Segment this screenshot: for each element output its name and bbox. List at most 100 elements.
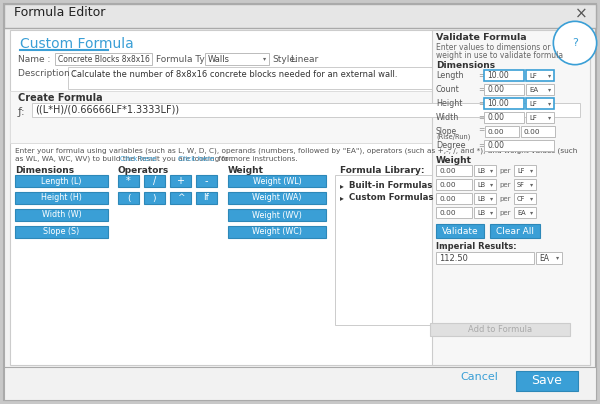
Bar (10, 30, 590, 365)
Text: Weight: Weight (228, 166, 264, 175)
Bar (485, 126, 519, 137)
Text: ƒ:: ƒ: (18, 107, 26, 117)
Bar (526, 84, 554, 95)
Text: ▾: ▾ (530, 182, 533, 187)
Bar (10, 91, 590, 143)
Bar (474, 193, 496, 204)
Text: ▾: ▾ (556, 255, 560, 261)
Text: Weight: Weight (436, 156, 472, 165)
Text: =: = (478, 114, 484, 122)
Text: Click here: Click here (178, 156, 214, 162)
Bar (516, 371, 578, 391)
Text: Enter your formula using variables (such as L, W, D, C), operands (numbers, foll: Enter your formula using variables (such… (15, 148, 577, 154)
Text: Width: Width (436, 113, 459, 122)
Text: 0.00: 0.00 (524, 129, 541, 135)
Bar (432, 30, 590, 365)
Text: Slope (S): Slope (S) (43, 227, 80, 236)
Text: Save: Save (532, 375, 562, 387)
Text: Cancel: Cancel (460, 372, 498, 382)
Text: Weight (WA): Weight (WA) (252, 194, 302, 202)
Bar (436, 207, 472, 218)
Text: Weight (WL): Weight (WL) (253, 177, 301, 185)
Text: Create Formula: Create Formula (18, 93, 103, 103)
Text: 112.50: 112.50 (439, 254, 468, 263)
Bar (526, 70, 554, 81)
Text: 0.00: 0.00 (487, 141, 504, 151)
Text: LF: LF (529, 73, 537, 79)
Bar (436, 193, 472, 204)
Bar (118, 175, 139, 187)
Text: =: = (478, 72, 484, 80)
Text: 0.00: 0.00 (487, 86, 504, 95)
Text: Validate: Validate (442, 227, 478, 236)
Text: ?: ? (572, 38, 578, 48)
Text: Dimensions: Dimensions (15, 166, 74, 175)
Text: per: per (499, 182, 511, 188)
Text: Height (H): Height (H) (41, 194, 82, 202)
Text: ▾: ▾ (530, 196, 533, 201)
Text: per: per (499, 168, 511, 174)
Text: 0.00: 0.00 (439, 196, 455, 202)
Text: weight in use to validate formula: weight in use to validate formula (436, 51, 563, 60)
Text: 0.00: 0.00 (439, 182, 455, 188)
Text: Weight (WV): Weight (WV) (252, 210, 302, 219)
Text: =: = (478, 86, 484, 95)
Text: ^: ^ (177, 194, 184, 202)
Text: ▾: ▾ (548, 115, 551, 120)
Text: -: - (205, 176, 208, 186)
Bar (474, 179, 496, 190)
Text: Style:: Style: (272, 55, 298, 64)
Bar (335, 175, 575, 325)
Text: (Rise/Run): (Rise/Run) (436, 133, 470, 139)
Bar (228, 192, 326, 204)
Text: Height: Height (436, 99, 463, 108)
Text: =: = (478, 99, 484, 109)
Text: Add to Formula: Add to Formula (468, 325, 532, 334)
Bar (484, 140, 554, 151)
Text: Length: Length (436, 71, 464, 80)
Bar (32, 103, 580, 117)
Text: Built-in Formulas: Built-in Formulas (349, 181, 433, 190)
Text: 10.00: 10.00 (487, 72, 509, 80)
Text: ▾: ▾ (490, 196, 494, 201)
Text: *: * (126, 176, 131, 186)
Text: LB: LB (477, 168, 485, 174)
Bar (196, 175, 217, 187)
Text: Concrete Blocks 8x8x16: Concrete Blocks 8x8x16 (58, 55, 150, 64)
Text: ▾: ▾ (530, 210, 533, 215)
Bar (55, 53, 152, 65)
Bar (4, 367, 596, 400)
Text: EA: EA (529, 87, 538, 93)
Bar (196, 192, 217, 204)
Text: Formula Library:: Formula Library: (340, 166, 425, 175)
Text: ▸: ▸ (340, 181, 344, 190)
Bar (205, 53, 269, 65)
Text: Weight (WC): Weight (WC) (252, 227, 302, 236)
Text: ×: × (575, 7, 588, 22)
Text: Length (L): Length (L) (41, 177, 82, 185)
Bar (430, 323, 570, 336)
Text: LF: LF (529, 101, 537, 107)
Text: for more instructions.: for more instructions. (216, 156, 298, 162)
Bar (526, 98, 554, 109)
Text: ▾: ▾ (548, 73, 551, 78)
Text: EA: EA (539, 254, 549, 263)
Text: 0.00: 0.00 (487, 114, 504, 122)
Bar (228, 209, 326, 221)
Text: LB: LB (477, 182, 485, 188)
Text: Description :: Description : (18, 69, 76, 78)
Text: ▾: ▾ (548, 87, 551, 92)
Text: If: If (203, 194, 209, 202)
Text: Name :: Name : (18, 55, 50, 64)
Bar (144, 192, 165, 204)
Text: ▾: ▾ (548, 101, 551, 106)
Text: LF: LF (529, 115, 537, 121)
Text: 0.00: 0.00 (439, 210, 455, 216)
Text: SF: SF (517, 182, 525, 188)
Text: ▸: ▸ (340, 193, 344, 202)
Bar (15, 226, 108, 238)
Text: ): ) (153, 194, 156, 202)
Text: /: / (153, 176, 156, 186)
Text: 10.00: 10.00 (487, 99, 509, 109)
Text: ▾: ▾ (490, 168, 494, 173)
